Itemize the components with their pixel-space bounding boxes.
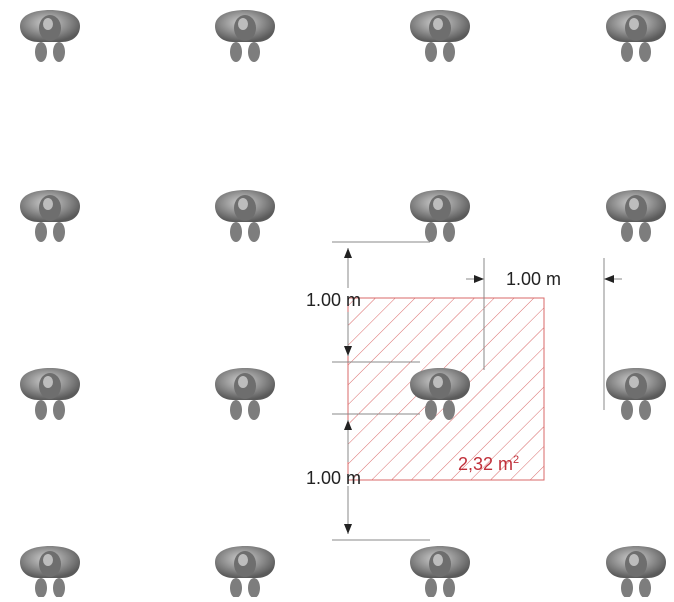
person-top-view-icon <box>215 190 275 242</box>
person-top-view-icon <box>606 190 666 242</box>
person-top-view-icon <box>20 10 80 62</box>
person-top-view-icon <box>410 190 470 242</box>
people-grid <box>20 10 666 598</box>
person-top-view-icon <box>215 368 275 420</box>
person-top-view-icon <box>606 10 666 62</box>
area-unit-exponent: 2 <box>513 454 519 466</box>
person-top-view-icon <box>20 368 80 420</box>
person-top-view-icon <box>215 10 275 62</box>
person-top-view-icon <box>410 546 470 598</box>
person-top-view-icon <box>606 368 666 420</box>
vertical-dimension-label-upper: 1.00 m <box>306 290 361 310</box>
person-top-view-icon <box>20 190 80 242</box>
person-top-view-icon <box>606 546 666 598</box>
area-label: 2,32 m2 <box>458 454 519 474</box>
person-top-view-icon <box>410 368 470 420</box>
person-top-view-icon <box>215 546 275 598</box>
dimension-arrows <box>344 248 614 534</box>
person-top-view-icon <box>410 10 470 62</box>
horizontal-dimension-label: 1.00 m <box>506 269 561 289</box>
vertical-dimension-label-lower: 1.00 m <box>306 468 361 488</box>
area-value: 2,32 m <box>458 454 513 474</box>
person-top-view-icon <box>20 546 80 598</box>
